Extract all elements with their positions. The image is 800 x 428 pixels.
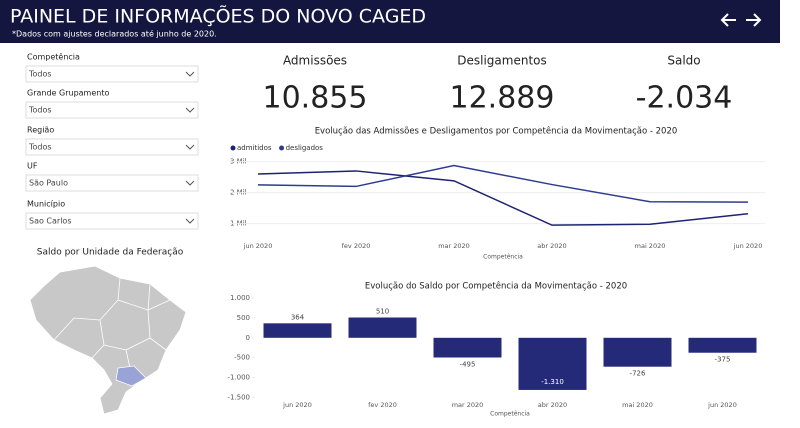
chart-title: Evolução do Saldo por Competência da Mov… (365, 281, 627, 292)
map-title: Saldo por Unidade da Federação (37, 248, 184, 258)
x-axis-title: Competência (490, 411, 530, 418)
y-tick-label: 500 (237, 314, 250, 322)
bar (518, 337, 587, 390)
y-tick-label: -1.500 (227, 394, 250, 402)
filter-value: Todos (28, 143, 52, 152)
legend-label: desligados (286, 144, 324, 152)
filter-dropdown[interactable] (25, 138, 199, 156)
filter-value: São Paulo (29, 179, 68, 188)
bar (348, 317, 417, 338)
kpi-title: Saldo (667, 54, 700, 68)
y-tick-label: -1.000 (227, 374, 250, 382)
y-tick-label: -500 (234, 354, 250, 362)
legend-dot (230, 145, 236, 151)
dropdown-chevron (185, 218, 195, 224)
kpi-value: 12.889 (450, 81, 555, 116)
legend-dot (279, 145, 285, 151)
header-subtitle: *Dados com ajustes declarados até junho … (12, 29, 217, 39)
bar (263, 323, 332, 338)
header-bar (0, 0, 780, 43)
data-label: -726 (630, 370, 646, 378)
kpi-title: Admissões (283, 54, 347, 68)
header-title: PAINEL DE INFORMAÇÕES DO NOVO CAGED (10, 5, 426, 28)
data-label: -375 (715, 356, 731, 364)
filter-dropdown[interactable] (25, 212, 199, 230)
bar (603, 337, 672, 367)
x-axis-title: Competência (483, 254, 523, 261)
filter-value: Todos (28, 106, 52, 115)
x-tick-label: abr 2020 (537, 242, 566, 250)
kpi-value: 10.855 (263, 81, 368, 116)
legend-label: admitidos (237, 144, 272, 152)
filter-label: Região (27, 126, 54, 135)
kpi-title: Desligamentos (457, 54, 547, 68)
forward-arrow[interactable] (746, 13, 762, 27)
x-tick-label: abr 2020 (538, 401, 567, 409)
x-tick-label: jun 2020 (243, 242, 273, 250)
x-tick-label: mai 2020 (635, 242, 666, 250)
dropdown-chevron (185, 107, 195, 113)
x-tick-label: mar 2020 (452, 401, 484, 409)
dropdown-chevron (185, 71, 195, 77)
data-label: 510 (376, 308, 389, 316)
x-tick-label: jun 2020 (282, 401, 312, 409)
x-tick-label: jun 2020 (707, 401, 737, 409)
filter-value: Sao Carlos (29, 217, 71, 226)
bar (688, 337, 757, 353)
map (29, 265, 187, 415)
back-arrow[interactable] (720, 13, 736, 27)
bar (433, 337, 502, 358)
data-label: 364 (291, 313, 305, 321)
x-tick-label: fev 2020 (342, 242, 371, 250)
filter-dropdown[interactable] (25, 65, 199, 83)
filter-label: UF (27, 162, 38, 171)
x-tick-label: jun 2020 (733, 242, 763, 250)
filter-label: Competência (27, 52, 80, 62)
series-line (257, 164, 749, 203)
y-tick-label: 1.000 (230, 294, 250, 302)
dropdown-chevron (185, 180, 195, 186)
kpi-value: -2.034 (636, 81, 733, 116)
dropdown-chevron (185, 144, 195, 150)
data-label: -1.310 (541, 378, 564, 386)
filter-dropdown[interactable] (25, 101, 199, 119)
filter-label: Grande Grupamento (27, 89, 109, 98)
filter-label: Município (27, 200, 65, 209)
x-tick-label: mar 2020 (438, 242, 470, 250)
chart-title: Evolução das Admissões e Desligamentos p… (315, 126, 678, 137)
data-label: -495 (460, 361, 476, 369)
series-line (257, 170, 749, 226)
filter-dropdown[interactable] (25, 174, 199, 192)
y-tick-label: 0 (246, 334, 250, 342)
filter-value: Todos (28, 70, 52, 79)
x-tick-label: fev 2020 (368, 401, 397, 409)
x-tick-label: mai 2020 (622, 401, 653, 409)
